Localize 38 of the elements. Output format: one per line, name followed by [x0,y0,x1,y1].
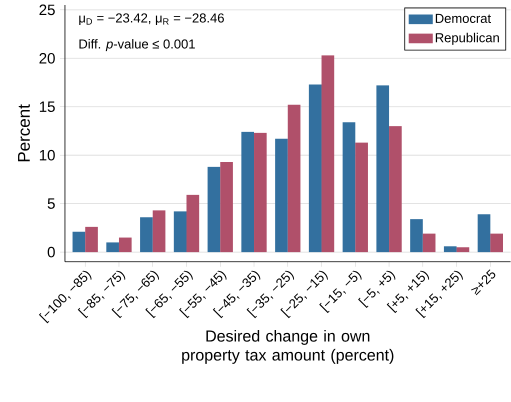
bar [208,166,220,252]
bar [254,133,267,252]
y-axis-title: Percent [18,104,30,162]
bar [342,122,356,252]
y-tick-label: 10 [40,150,55,161]
bar [174,212,186,252]
bar [275,138,288,252]
bar [376,86,390,252]
bar [85,227,98,252]
legend-label: Democrat [436,14,491,24]
bar [72,232,86,252]
bar [186,195,200,252]
y-tick-label: 20 [40,53,55,64]
annotation: Diff. p-value ≤ 0.001 [79,39,195,52]
bar [152,210,166,252]
y-tick-label: 25 [40,4,55,16]
legend-label: Republican [436,32,499,46]
bar [241,132,254,252]
bar [322,56,334,252]
y-tick-label: 15 [40,102,55,112]
bar [288,104,300,252]
bar [444,246,457,252]
x-axis-title: Desired change in own property tax amount (percent) [182,330,394,364]
bar [220,162,233,252]
y-tick-label: 0 [48,246,55,258]
bar [106,242,119,252]
bar [389,126,402,252]
bar [478,214,490,252]
bar [308,84,322,252]
bar [422,234,436,252]
bar [490,234,503,252]
bar [355,142,368,252]
bar [456,247,470,252]
bar [410,219,423,252]
bar [140,217,153,252]
bar [118,238,132,252]
y-tick-label: 5 [48,198,55,210]
annotation: μ$_{D}$ = −23.42, μ$_{R}$ = −28.46 [79,14,224,26]
